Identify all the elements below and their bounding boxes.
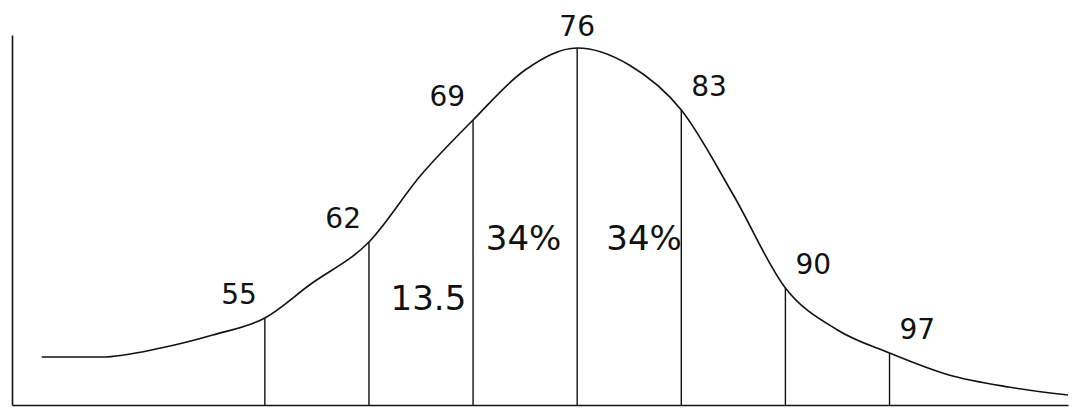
tick-line: [785, 288, 786, 405]
tick-line: [368, 242, 369, 405]
tick-line: [889, 353, 890, 405]
annotations: 34% 34% 13.5: [391, 218, 682, 318]
x-axis-line: [13, 405, 1069, 407]
y-axis: [12, 36, 13, 406]
tick-label: 76: [559, 10, 595, 43]
annotation: 34%: [606, 218, 682, 258]
chart: 55 62 69 76 83 90 97 34% 34% 13.5: [0, 0, 1075, 411]
annotation: 13.5: [391, 278, 467, 318]
tick-label: 55: [221, 278, 257, 311]
y-axis-line: [12, 36, 14, 406]
tick-line: [576, 48, 577, 405]
tick-labels: 55 62 69 76 83 90 97: [221, 10, 935, 346]
tick-label: 83: [691, 70, 727, 103]
annotation: 34%: [486, 218, 562, 258]
tick-line: [472, 120, 473, 405]
normal-curve: [42, 48, 1068, 395]
plot-area: [42, 48, 1068, 405]
tick-label: 97: [900, 313, 936, 346]
tick-line: [264, 318, 265, 405]
tick-label: 62: [325, 202, 361, 235]
tick-label: 69: [429, 80, 465, 113]
tick-label: 90: [795, 248, 831, 281]
x-axis: [13, 405, 1069, 406]
